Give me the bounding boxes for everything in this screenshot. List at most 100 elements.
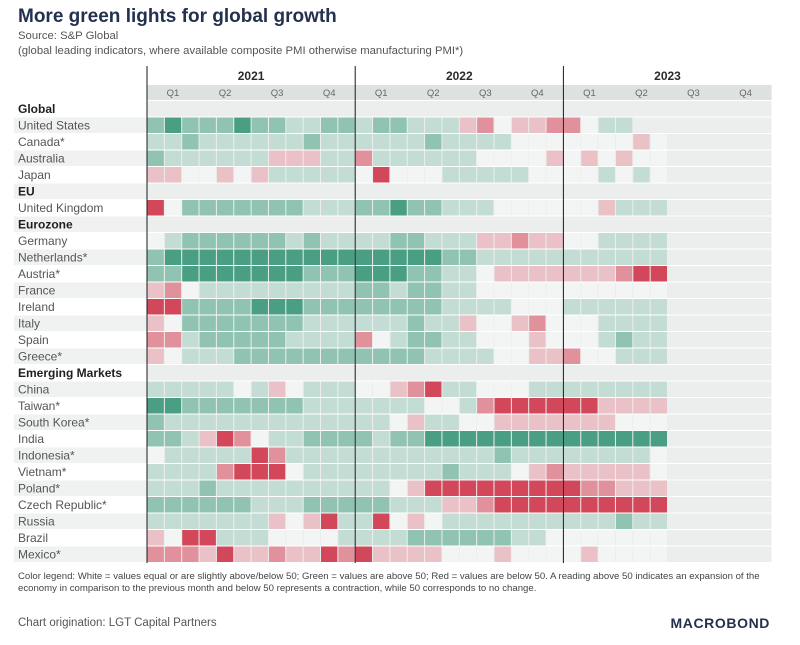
heatmap-cell	[615, 233, 633, 249]
heatmap-cell	[286, 546, 303, 562]
row-label: South Korea*	[18, 416, 90, 430]
heatmap-cell	[251, 530, 268, 546]
heatmap-cell	[442, 497, 459, 513]
heatmap-cell	[286, 480, 303, 496]
heatmap-cell	[650, 480, 667, 496]
heatmap-cell	[199, 200, 216, 216]
heatmap-cell	[511, 167, 529, 183]
heatmap-cell	[390, 134, 407, 150]
heatmap-cell	[581, 315, 598, 331]
heatmap-cell	[633, 233, 650, 249]
heatmap-cell	[268, 398, 286, 414]
heatmap-cell	[182, 134, 199, 150]
heatmap-cell	[199, 282, 216, 298]
heatmap-cell	[459, 249, 477, 265]
quarter-label: Q1	[583, 88, 596, 99]
heatmap-cell	[407, 266, 425, 282]
heatmap-cell	[407, 282, 425, 298]
row-label-bg	[14, 299, 147, 315]
heatmap-cell	[598, 348, 615, 364]
heatmap-cell	[286, 282, 303, 298]
row-grid-bg	[147, 299, 772, 315]
heatmap-cell	[442, 530, 459, 546]
heatmap-cell	[147, 348, 164, 364]
heatmap-cell	[546, 480, 563, 496]
heatmap-cell	[598, 447, 615, 463]
heatmap-cell	[164, 414, 182, 430]
heatmap-cell	[182, 150, 199, 166]
heatmap-cell	[321, 150, 338, 166]
heatmap-cell	[234, 200, 251, 216]
heatmap-cell	[234, 348, 251, 364]
heatmap-cell	[563, 480, 581, 496]
heatmap-cell	[425, 134, 442, 150]
row-label: United Kingdom	[18, 201, 103, 215]
heatmap-cell	[251, 233, 268, 249]
heatmap-cell	[147, 134, 164, 150]
heatmap-cell	[216, 249, 234, 265]
heatmap-cell	[164, 530, 182, 546]
heatmap-cell	[251, 150, 268, 166]
row-label-bg	[14, 398, 147, 414]
heatmap-cell	[286, 117, 303, 133]
heatmap-cell	[598, 150, 615, 166]
heatmap-cell	[251, 315, 268, 331]
heatmap-cell	[546, 134, 563, 150]
heatmap-cell	[199, 150, 216, 166]
heatmap-cell	[164, 348, 182, 364]
heatmap-cell	[147, 464, 164, 480]
heatmap-cell	[390, 414, 407, 430]
heatmap-cell	[164, 117, 182, 133]
heatmap-cell	[529, 167, 546, 183]
heatmap-cell	[303, 315, 320, 331]
heatmap-cell	[546, 530, 563, 546]
heatmap-cell	[216, 497, 234, 513]
heatmap-cell	[477, 497, 494, 513]
heatmap-cell	[477, 464, 494, 480]
heatmap-cell	[321, 233, 338, 249]
heatmap-cell	[147, 513, 164, 529]
heatmap-cell	[390, 233, 407, 249]
row-label: Indonesia*	[18, 449, 75, 463]
heatmap-cell	[633, 282, 650, 298]
heatmap-cell	[390, 200, 407, 216]
heatmap-cell	[164, 546, 182, 562]
heatmap-cell	[407, 414, 425, 430]
heatmap-cell	[390, 381, 407, 397]
heatmap-cell	[182, 200, 199, 216]
heatmap-cell	[563, 134, 581, 150]
heatmap-cell	[286, 315, 303, 331]
heatmap-cell	[477, 431, 494, 447]
heatmap-cell	[268, 513, 286, 529]
heatmap-cell	[581, 431, 598, 447]
heatmap-cell	[425, 480, 442, 496]
heatmap-cell	[633, 464, 650, 480]
row-grid-bg	[147, 249, 772, 265]
heatmap-cell	[615, 117, 633, 133]
row-grid-bg	[147, 464, 772, 480]
heatmap-cell	[581, 497, 598, 513]
heatmap-cell	[355, 249, 373, 265]
heatmap-cell	[442, 332, 459, 348]
heatmap-cell	[650, 464, 667, 480]
heatmap-cell	[390, 464, 407, 480]
heatmap-cell	[529, 266, 546, 282]
heatmap-cell	[321, 200, 338, 216]
heatmap-cell	[477, 398, 494, 414]
heatmap-cell	[268, 431, 286, 447]
heatmap-cell	[164, 150, 182, 166]
heatmap-cell	[615, 200, 633, 216]
heatmap-cell	[251, 249, 268, 265]
heatmap-cell	[373, 447, 390, 463]
heatmap-cell	[390, 513, 407, 529]
heatmap-cell	[598, 299, 615, 315]
heatmap-cell	[494, 282, 511, 298]
row-grid-bg	[147, 167, 772, 183]
heatmap-cell	[268, 282, 286, 298]
row-grid-bg	[147, 348, 772, 364]
row-grid-bg	[147, 530, 772, 546]
heatmap-cell	[234, 249, 251, 265]
heatmap-cell	[182, 497, 199, 513]
heatmap-cell	[511, 431, 529, 447]
heatmap-cell	[234, 299, 251, 315]
